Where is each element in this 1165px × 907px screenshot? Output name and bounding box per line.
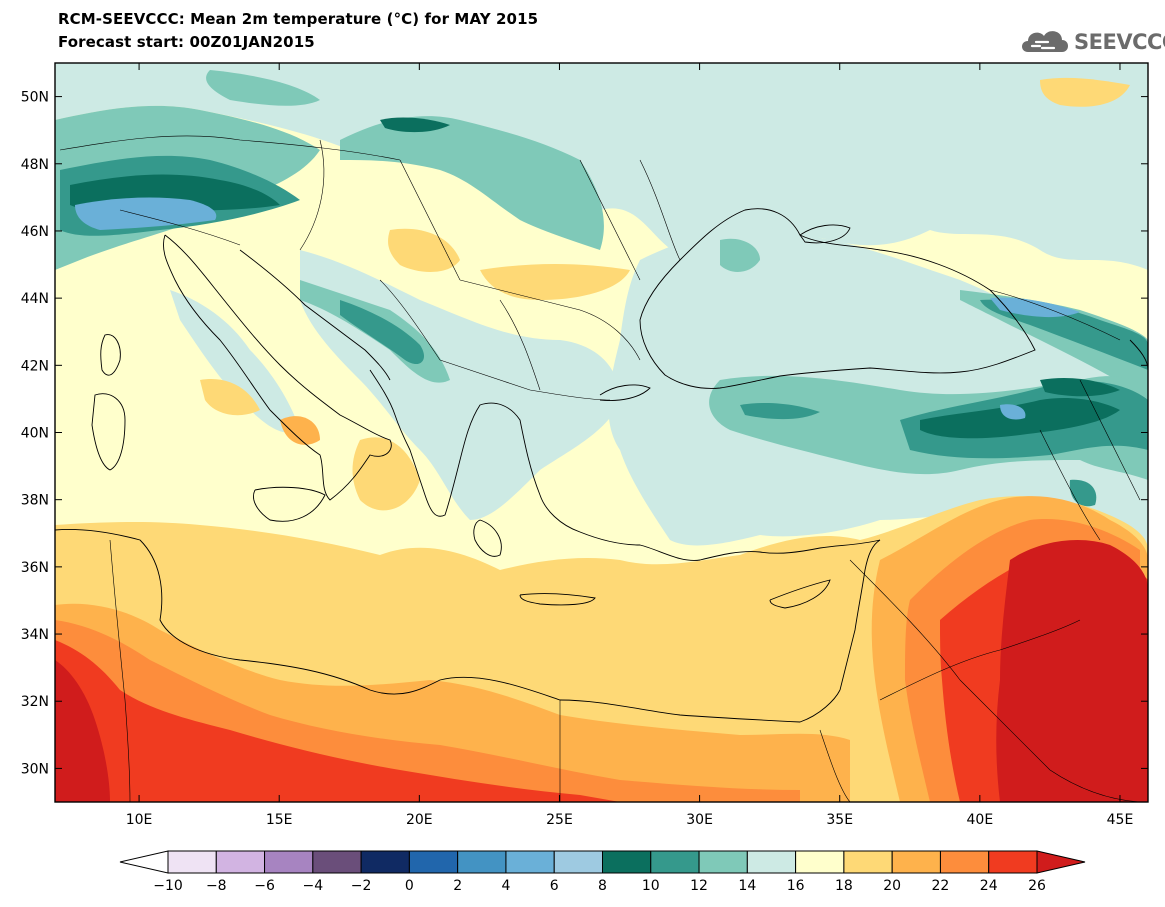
colorbar-label: 26 [1028,878,1046,894]
lat-tick-label: 38N [21,493,49,509]
lon-tick-label: 35E [826,812,853,828]
lat-tick-label: 40N [21,426,49,442]
lon-tick-label: 10E [126,812,153,828]
temperature-field [55,63,1148,802]
seevccc-logo: SEEVCCC [1018,24,1165,58]
lat-tick-label: 30N [21,761,49,777]
lat-tick-label: 48N [21,157,49,173]
lat-tick-label: 32N [21,694,49,710]
colorbar-swatch [457,850,507,874]
colorbar-swatch [746,850,797,874]
colorbar-swatch [505,850,555,874]
lat-tick-label: 34N [21,627,49,643]
latitude-axis: 50N 48N 46N 44N 42N 40N 38N 36N 34N 32N 30N [21,90,1148,777]
lat-tick-label: 36N [21,560,49,576]
map-title: RCM-SEEVCCC: Mean 2m temperature (°C) fo… [58,10,539,28]
colorbar-swatch [602,850,652,874]
colorbar-label: −4 [303,878,324,894]
colorbar-label: 6 [550,878,559,894]
lat-tick-label: 46N [21,224,49,240]
colorbar-label: 14 [738,878,756,894]
colorbar-label: −2 [351,878,372,894]
colorbar-max-arrow [1036,850,1086,874]
colorbar-label: −8 [206,878,227,894]
colorbar-swatch [408,850,459,874]
longitude-axis: 10E 15E 20E 25E 30E 35E 40E 45E [126,63,1134,828]
logo-text: SEEVCCC [1074,30,1165,54]
colorbar-swatch [167,850,217,874]
lat-tick-label: 42N [21,358,49,374]
lon-tick-label: 40E [967,812,994,828]
colorbar-label: 12 [690,878,708,894]
colorbar-swatch [843,850,893,874]
lon-tick-label: 20E [406,812,433,828]
colorbar-label: −10 [153,878,183,894]
coastlines [55,208,1148,723]
lon-tick-label: 15E [266,812,293,828]
colorbar-label: 10 [642,878,660,894]
temperature-colorbar: −10 −8 −6 −4 −2 0 2 4 6 8 10 12 14 16 18 20 22 24 26 [119,850,1086,894]
country-borders [59,135,1141,802]
colorbar-swatch [795,850,845,874]
lon-tick-label: 25E [546,812,573,828]
lat-tick-label: 44N [21,291,49,307]
colorbar-swatch [650,850,700,874]
colorbar-label: 24 [980,878,998,894]
colorbar-min-arrow [119,850,169,874]
colorbar-label: 0 [405,878,414,894]
colorbar-swatch [312,850,362,874]
colorbar-label: 2 [453,878,462,894]
colorbar-swatch [939,850,990,874]
lat-tick-label: 50N [21,90,49,106]
colorbar-label: 8 [598,878,607,894]
colorbar-label: 20 [883,878,901,894]
colorbar-swatch [215,850,266,874]
colorbar-swatch [264,850,314,874]
cloud-icon [1022,31,1068,52]
colorbar-swatch [698,850,748,874]
lon-tick-label: 30E [686,812,713,828]
colorbar-label: 4 [501,878,510,894]
lon-tick-label: 45E [1107,812,1134,828]
colorbar-label: 22 [932,878,950,894]
colorbar-label: −6 [254,878,275,894]
colorbar-swatch [891,850,941,874]
colorbar-label: 18 [835,878,853,894]
colorbar-swatch [988,850,1038,874]
colorbar-label: 16 [787,878,805,894]
colorbar-swatch [553,850,604,874]
colorbar-swatch [360,850,410,874]
forecast-start-label: Forecast start: 00Z01JAN2015 [58,33,315,51]
